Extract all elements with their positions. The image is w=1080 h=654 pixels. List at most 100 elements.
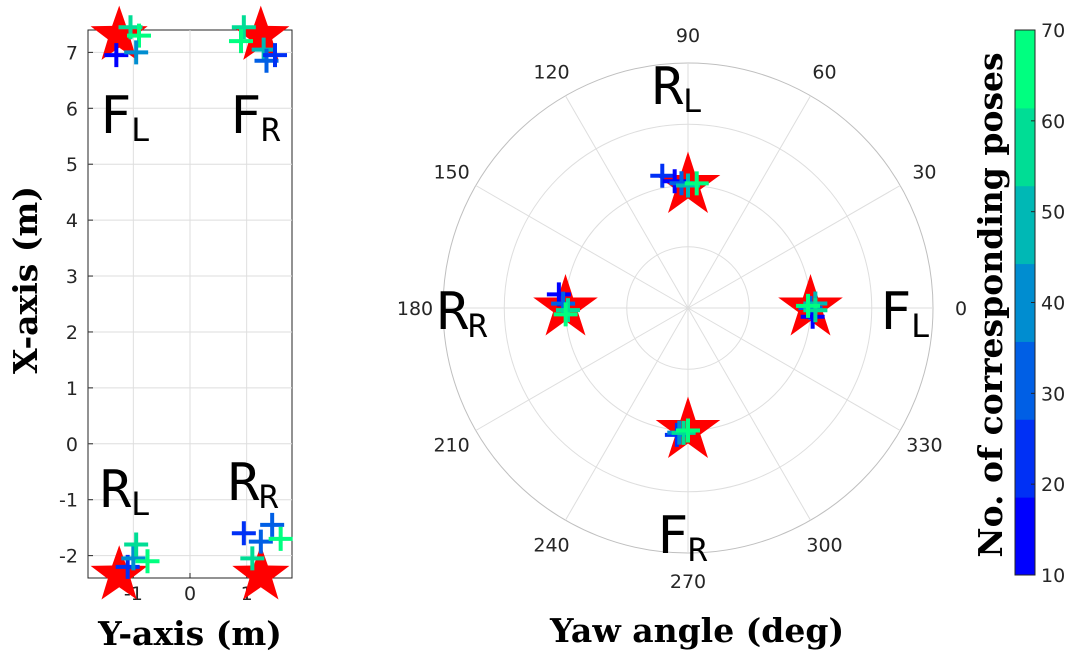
- colorbar-ticks: 10 20 30 40 50 60 70: [1031, 20, 1065, 587]
- polar-region-label-main: R: [437, 282, 469, 342]
- polar-estimate-marker: [671, 420, 696, 445]
- colorbar-tick-label: 40: [1041, 293, 1065, 315]
- region-label-main: R: [228, 453, 260, 513]
- polar-angle-label: 0: [955, 298, 967, 320]
- y-tick-label: -1: [59, 490, 78, 512]
- polar-spoke: [565, 307, 689, 521]
- reference-star: [232, 5, 290, 60]
- colorbar-tick-label: 30: [1041, 383, 1065, 405]
- estimate-marker: [251, 37, 276, 62]
- polar-angle-label: 270: [670, 571, 706, 593]
- polar-axis-label: Yaw angle (deg): [549, 611, 844, 650]
- polar-spoke: [475, 185, 689, 309]
- colorbar-block: [1015, 341, 1035, 420]
- colorbar-block: [1015, 263, 1035, 342]
- y-tick-label: 2: [66, 322, 78, 344]
- estimate-marker: [263, 43, 287, 68]
- colorbar-tick-label: 50: [1041, 202, 1065, 224]
- polar-estimate-marker: [684, 171, 709, 196]
- polar-region-label-main: F: [880, 282, 911, 342]
- estimate-marker: [124, 532, 149, 557]
- polar-angle-label: 180: [397, 298, 433, 320]
- polar-spoke: [687, 307, 901, 431]
- polar-region-label-main: R: [652, 57, 684, 117]
- polar-estimate-marker: [650, 163, 675, 188]
- estimate-marker: [260, 512, 285, 537]
- region-label-main: F: [230, 86, 261, 146]
- colorbar-block: [1015, 30, 1035, 109]
- estimate-marker: [268, 526, 293, 551]
- polar-estimate-marker: [555, 298, 580, 323]
- colorbar-tick-label: 70: [1041, 20, 1065, 42]
- y-tick-label: 7: [66, 42, 78, 64]
- polar-estimate-marker: [676, 418, 700, 443]
- colorbar-tick-label: 20: [1041, 474, 1065, 496]
- position-x-axis-label: Y-axis (m): [97, 614, 282, 653]
- reference-star: [232, 545, 290, 600]
- polar-region-label-sub: R: [688, 531, 708, 569]
- y-tick-label: 6: [66, 98, 78, 120]
- polar-region-label-sub: L: [911, 307, 930, 345]
- polar-angle-label: 30: [912, 162, 936, 184]
- polar-spoke: [687, 185, 901, 309]
- estimate-marker: [231, 15, 256, 40]
- position-plot-points: [90, 5, 293, 600]
- position-region-labels: F L F RR L R R: [100, 86, 281, 523]
- polar-points: [533, 151, 843, 458]
- polar-region-labels: F LR LR RF R: [437, 57, 930, 569]
- estimate-marker: [127, 23, 151, 48]
- region-label-sub: L: [131, 111, 150, 149]
- y-tick-label: 3: [66, 266, 78, 288]
- polar-angle-label: 240: [533, 534, 569, 556]
- estimate-marker: [240, 546, 265, 571]
- estimate-marker: [135, 549, 160, 574]
- polar-region-label-sub: R: [468, 307, 488, 345]
- polar-estimate-marker: [796, 293, 821, 318]
- polar-angle-label: 300: [806, 534, 842, 556]
- colorbar-tick-label: 10: [1041, 565, 1065, 587]
- x-tick-label: 0: [184, 583, 196, 605]
- colorbar-block: [1015, 419, 1035, 498]
- reference-star: [90, 545, 148, 600]
- colorbar-block: [1015, 185, 1035, 265]
- estimate-marker: [248, 529, 273, 554]
- polar-angle-ticks: 0 30 60 90 120 150 180 210 240 270 300 330: [397, 25, 967, 593]
- colorbar: 10 20 30 40 50 60 70 No. of corresponding pose…: [971, 20, 1065, 587]
- polar-estimate-marker: [553, 302, 578, 327]
- polar-grid: [442, 62, 934, 554]
- polar-region-label-main: F: [657, 506, 688, 566]
- reference-star: [90, 5, 148, 60]
- y-tick-label: 1: [66, 378, 78, 400]
- y-tick-label: 4: [66, 210, 78, 232]
- colorbar-block: [1015, 497, 1035, 576]
- region-label-sub: L: [131, 485, 150, 523]
- estimate-marker: [124, 40, 149, 65]
- polar-angle-label: 90: [676, 25, 700, 47]
- region-label-sub: R: [259, 478, 279, 516]
- y-tick-label: -2: [59, 546, 78, 568]
- position-y-axis-label: X-axis (m): [6, 186, 45, 374]
- colorbar-block: [1015, 107, 1035, 187]
- polar-region-label-sub: L: [683, 82, 702, 120]
- estimate-marker: [104, 43, 129, 68]
- polar-angle-label: 330: [906, 435, 942, 457]
- estimate-marker: [231, 521, 256, 546]
- polar-spoke: [687, 307, 811, 521]
- colorbar-blocks: [1015, 30, 1035, 576]
- region-label-main: F: [100, 86, 131, 146]
- polar-spoke: [687, 95, 811, 309]
- polar-spoke: [565, 95, 689, 309]
- region-label-sub: R: [261, 111, 281, 149]
- polar-angle-label: 210: [433, 435, 469, 457]
- colorbar-tick-label: 60: [1041, 111, 1065, 133]
- y-tick-label: 0: [66, 434, 78, 456]
- y-tick-label: 5: [66, 154, 78, 176]
- region-label-main: R: [100, 460, 132, 520]
- polar-spoke: [475, 307, 689, 431]
- estimate-marker: [121, 546, 146, 571]
